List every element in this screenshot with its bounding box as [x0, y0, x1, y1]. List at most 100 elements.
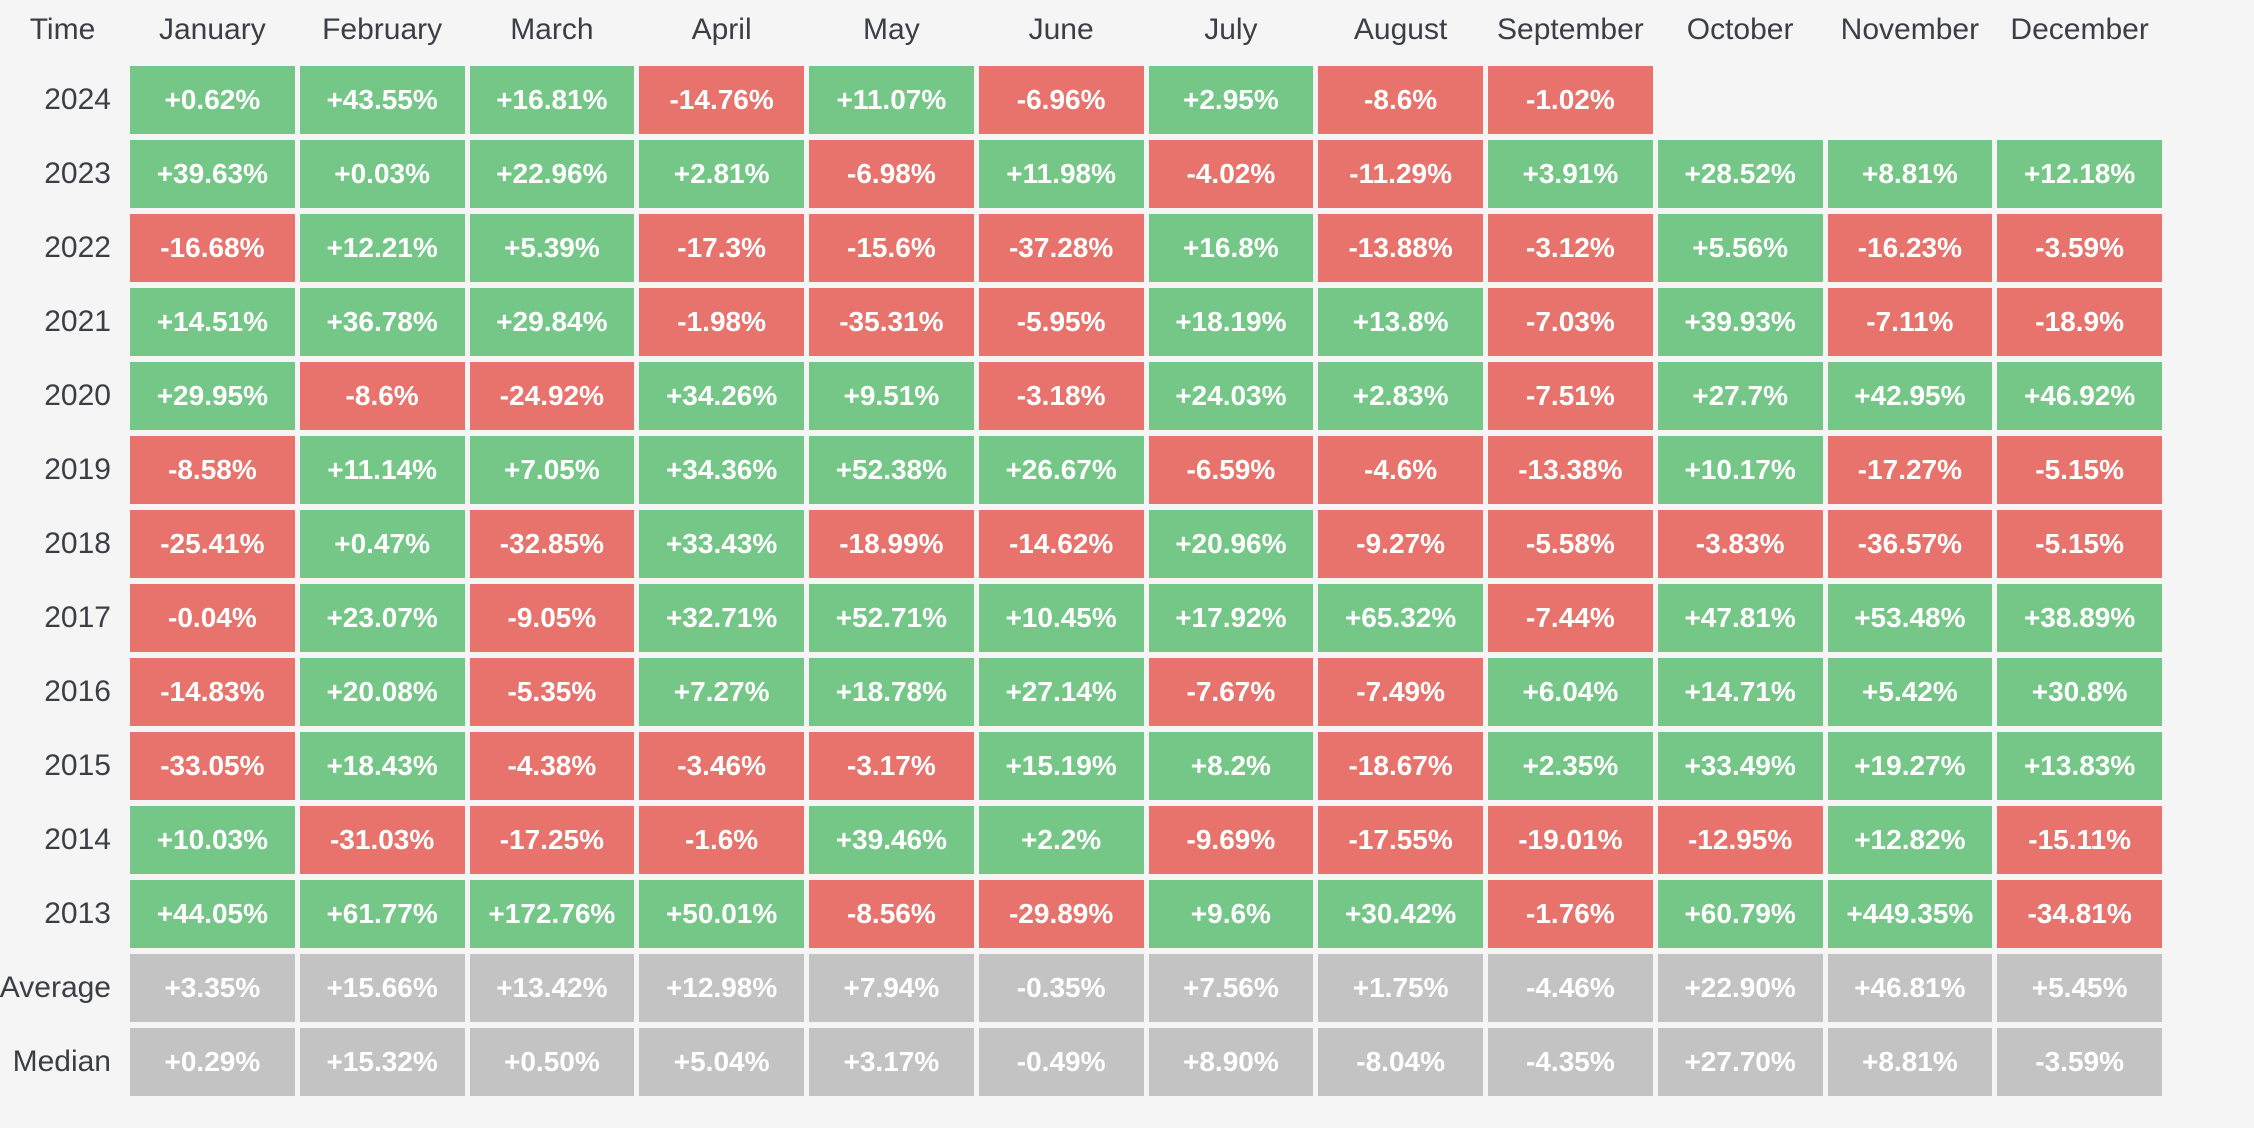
month-header-11: November [1840, 13, 1980, 46]
return-cell: +16.8% [1148, 214, 1314, 282]
return-cell: +10.03% [130, 806, 295, 874]
return-cell: +52.71% [809, 584, 974, 652]
return-cell: +7.27% [639, 658, 804, 726]
return-cell: -5.58% [1488, 510, 1653, 578]
return-cell: -0.49% [978, 1028, 1144, 1096]
row-label-2015: 2015 [44, 749, 111, 782]
return-cell: -34.81% [1997, 880, 2162, 948]
return-cell: +15.32% [299, 1028, 465, 1096]
empty-cell [1658, 66, 1823, 134]
return-cell: -33.05% [130, 732, 295, 800]
return-cell: -14.62% [978, 510, 1144, 578]
return-cell: +12.21% [299, 214, 465, 282]
time-corner-label: Time [29, 13, 96, 46]
return-cell: -1.02% [1488, 66, 1653, 134]
row-label-2018: 2018 [44, 527, 111, 560]
return-cell: -1.76% [1488, 880, 1653, 948]
return-cell: +12.18% [1997, 140, 2162, 208]
return-cell: +65.32% [1318, 584, 1483, 652]
return-cell: +22.96% [469, 140, 635, 208]
return-cell: +2.83% [1318, 362, 1483, 430]
return-cell: -4.46% [1488, 954, 1653, 1022]
return-cell: +0.62% [130, 66, 295, 134]
return-cell: +27.70% [1657, 1028, 1823, 1096]
return-cell: -15.6% [809, 214, 974, 282]
return-cell: +12.98% [639, 954, 804, 1022]
return-cell: +13.42% [469, 954, 635, 1022]
month-header-7: July [1204, 13, 1258, 46]
return-cell: +19.27% [1827, 732, 1993, 800]
return-cell: -5.35% [469, 658, 635, 726]
return-cell: +3.91% [1488, 140, 1653, 208]
row-label-2024: 2024 [44, 83, 111, 116]
return-cell: +15.66% [299, 954, 465, 1022]
return-cell: +60.79% [1657, 880, 1823, 948]
return-cell: -17.27% [1827, 436, 1993, 504]
row-label-median: Median [12, 1045, 111, 1078]
return-cell: -11.29% [1318, 140, 1483, 208]
month-header-2: February [322, 13, 443, 46]
return-cell: +30.8% [1997, 658, 2162, 726]
return-cell: +30.42% [1318, 880, 1483, 948]
month-header-10: October [1686, 13, 1794, 46]
return-cell: +34.26% [639, 362, 804, 430]
return-cell: +10.45% [978, 584, 1144, 652]
return-cell: +47.81% [1657, 584, 1823, 652]
return-cell: +11.07% [809, 66, 974, 134]
return-cell: -8.56% [809, 880, 974, 948]
row-label-2023: 2023 [44, 157, 111, 190]
return-cell: +34.36% [639, 436, 804, 504]
return-cell: +14.71% [1657, 658, 1823, 726]
return-cell: -16.23% [1827, 214, 1993, 282]
return-cell: -13.88% [1318, 214, 1483, 282]
return-cell: -25.41% [130, 510, 295, 578]
row-label-2017: 2017 [44, 601, 111, 634]
month-header-4: April [691, 13, 752, 46]
return-cell: +12.82% [1827, 806, 1993, 874]
return-cell: -0.35% [978, 954, 1144, 1022]
return-cell: -14.83% [130, 658, 295, 726]
return-cell: +11.14% [299, 436, 465, 504]
return-cell: +16.81% [469, 66, 635, 134]
return-cell: -4.6% [1318, 436, 1483, 504]
return-cell: -5.95% [978, 288, 1144, 356]
return-cell: -3.18% [978, 362, 1144, 430]
return-cell: +5.42% [1827, 658, 1993, 726]
return-cell: -7.44% [1488, 584, 1653, 652]
return-cell: -3.17% [809, 732, 974, 800]
return-cell: -0.04% [130, 584, 295, 652]
return-cell: -7.03% [1488, 288, 1653, 356]
return-cell: -35.31% [809, 288, 974, 356]
return-cell: -8.04% [1318, 1028, 1483, 1096]
return-cell: -5.15% [1997, 436, 2162, 504]
return-cell: -9.27% [1318, 510, 1483, 578]
return-cell: +10.17% [1657, 436, 1823, 504]
month-header-9: September [1497, 13, 1644, 46]
return-cell: +46.81% [1827, 954, 1993, 1022]
month-header-8: August [1353, 13, 1448, 46]
return-cell: +8.81% [1827, 1028, 1993, 1096]
month-header-6: June [1028, 13, 1094, 46]
return-cell: +33.43% [639, 510, 804, 578]
return-cell: +17.92% [1148, 584, 1314, 652]
return-cell: -5.15% [1997, 510, 2162, 578]
month-header-3: March [510, 13, 594, 46]
return-cell: +2.81% [639, 140, 804, 208]
row-label-2013: 2013 [44, 897, 111, 930]
row-label-2020: 2020 [44, 379, 111, 412]
return-cell: +18.43% [299, 732, 465, 800]
return-cell: +39.63% [130, 140, 295, 208]
row-label-2016: 2016 [44, 675, 111, 708]
return-cell: +53.48% [1827, 584, 1993, 652]
return-cell: -7.67% [1148, 658, 1314, 726]
return-cell: +42.95% [1827, 362, 1993, 430]
return-cell: -3.46% [639, 732, 804, 800]
return-cell: +28.52% [1657, 140, 1823, 208]
return-cell: -6.59% [1148, 436, 1314, 504]
month-header-12: December [2010, 13, 2149, 46]
month-header-1: January [159, 13, 266, 46]
return-cell: +2.35% [1488, 732, 1653, 800]
empty-cell [1997, 66, 2162, 134]
return-cell: +24.03% [1148, 362, 1314, 430]
return-cell: +3.17% [809, 1028, 974, 1096]
